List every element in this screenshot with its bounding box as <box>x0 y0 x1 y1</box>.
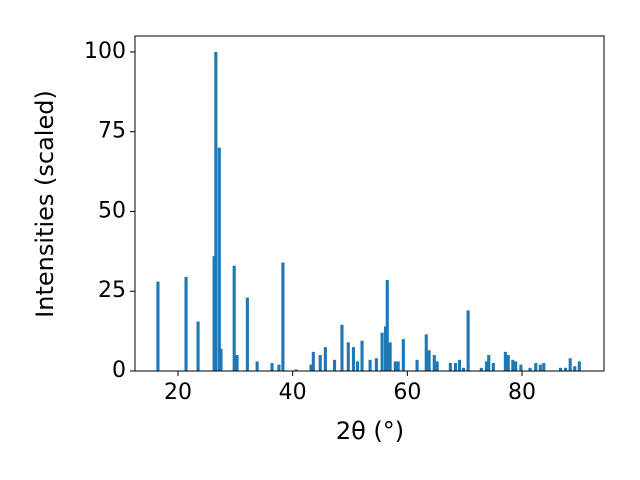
bar <box>219 348 223 371</box>
x-tick-label: 20 <box>164 380 192 405</box>
bar <box>573 366 577 371</box>
y-axis-label: Intensities (scaled) <box>31 90 59 318</box>
bar <box>506 355 510 371</box>
bar <box>511 359 515 371</box>
bar <box>281 262 285 371</box>
bar <box>255 361 259 371</box>
bar <box>214 51 218 371</box>
bar <box>311 351 315 371</box>
bar <box>156 281 160 371</box>
bar <box>374 358 378 371</box>
bar <box>368 359 372 371</box>
bar <box>427 350 431 371</box>
bar <box>217 147 221 371</box>
bar <box>534 363 538 371</box>
bar <box>351 347 355 371</box>
bar <box>401 339 405 371</box>
bar <box>466 310 470 371</box>
x-tick-label: 40 <box>279 380 307 405</box>
bar <box>332 359 337 371</box>
y-tick-label: 50 <box>98 198 126 223</box>
bar <box>355 361 360 371</box>
bar <box>388 342 392 371</box>
bar <box>309 364 313 371</box>
bar <box>528 367 532 371</box>
bar <box>294 369 298 371</box>
bar <box>514 361 518 371</box>
plot-frame <box>134 35 605 372</box>
bar <box>393 361 397 371</box>
bar <box>323 347 327 371</box>
bar <box>380 332 384 371</box>
bar <box>487 355 491 371</box>
x-tick-label: 80 <box>508 380 536 405</box>
y-tick-label: 75 <box>98 119 126 144</box>
y-tick-label: 100 <box>84 39 126 64</box>
bar <box>538 364 542 371</box>
x-tick-label: 60 <box>393 380 421 405</box>
bar <box>340 324 344 371</box>
bar <box>453 363 458 371</box>
bar <box>542 363 546 371</box>
bar <box>235 355 239 371</box>
bar <box>448 363 452 371</box>
bar <box>568 358 572 371</box>
bar <box>577 361 581 371</box>
bar <box>184 276 188 371</box>
y-tick-label: 0 <box>112 358 126 383</box>
bar <box>277 364 281 371</box>
bar <box>385 280 389 371</box>
bar <box>484 361 489 371</box>
bar <box>212 256 216 371</box>
bar <box>479 367 483 371</box>
bar <box>558 367 562 371</box>
bar <box>415 359 419 371</box>
bar <box>245 297 249 371</box>
bar <box>491 363 495 371</box>
x-axis-label: 2θ (°) <box>336 417 404 445</box>
bar <box>360 340 364 371</box>
bar <box>424 334 428 371</box>
bar <box>270 363 274 371</box>
bar <box>503 351 507 371</box>
bar <box>346 342 350 371</box>
bar <box>196 321 200 371</box>
bar <box>564 367 568 371</box>
bar <box>384 326 388 371</box>
bar <box>519 364 523 371</box>
y-tick-label: 25 <box>98 278 126 303</box>
bar <box>396 361 400 371</box>
bar <box>232 265 236 371</box>
bar <box>432 355 436 371</box>
bar <box>461 367 466 371</box>
bar <box>435 361 439 371</box>
bar <box>457 359 462 371</box>
bar <box>318 355 322 371</box>
